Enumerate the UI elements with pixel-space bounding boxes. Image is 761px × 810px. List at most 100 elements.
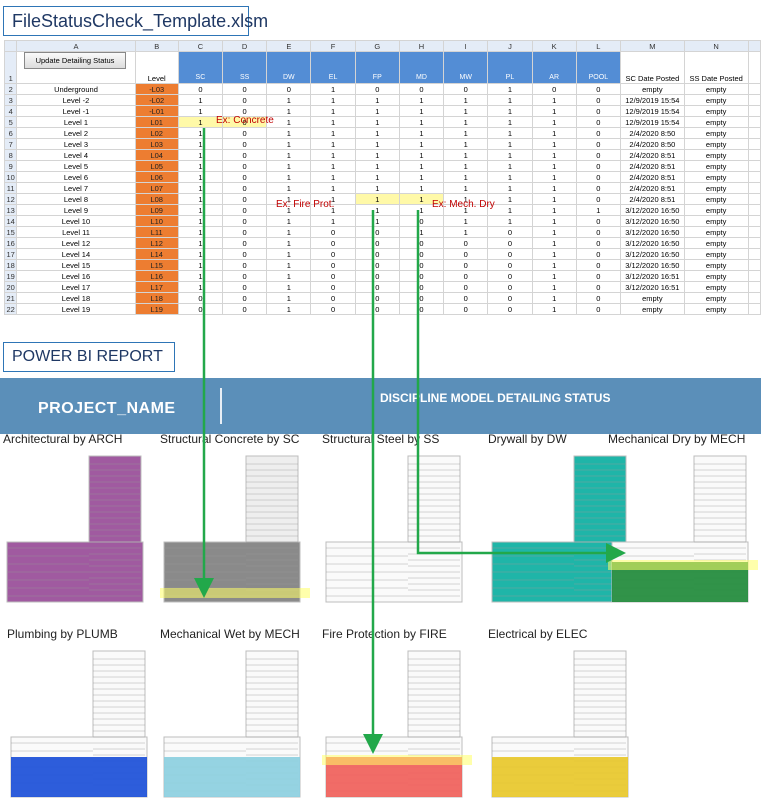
status-cell[interactable]: 0 <box>310 248 356 260</box>
corner-cell[interactable] <box>4 40 18 52</box>
status-cell[interactable]: 1 <box>443 226 489 238</box>
status-cell[interactable]: 1 <box>531 160 577 172</box>
level-name-cell[interactable]: Level 17 <box>16 281 136 293</box>
status-cell[interactable]: 1 <box>310 94 356 106</box>
row-number[interactable]: 10 <box>4 171 18 183</box>
status-cell[interactable]: 1 <box>266 281 312 293</box>
status-cell[interactable]: 1 <box>354 204 400 216</box>
date-cell[interactable]: empty <box>683 127 749 139</box>
status-cell[interactable]: 1 <box>310 215 356 227</box>
status-cell[interactable]: 1 <box>310 116 356 128</box>
status-cell[interactable]: 1 <box>531 94 577 106</box>
status-cell[interactable]: 1 <box>310 182 356 194</box>
cell[interactable] <box>747 237 761 249</box>
discipline-header[interactable]: SC <box>177 51 224 84</box>
level-code-cell[interactable]: L07 <box>134 182 179 194</box>
status-cell[interactable]: 0 <box>310 237 356 249</box>
status-cell[interactable]: 1 <box>487 116 533 128</box>
level-code-cell[interactable]: L15 <box>134 259 179 271</box>
status-cell[interactable]: 1 <box>575 204 621 216</box>
status-cell[interactable]: 1 <box>310 83 356 95</box>
status-cell[interactable]: 1 <box>398 116 445 128</box>
status-cell[interactable]: 0 <box>222 193 268 205</box>
status-cell[interactable]: 0 <box>354 226 400 238</box>
status-cell[interactable]: 1 <box>266 160 312 172</box>
row-number[interactable]: 9 <box>4 160 18 172</box>
date-cell[interactable]: empty <box>683 292 749 304</box>
date-cell[interactable]: 12/9/2019 15:54 <box>619 94 685 106</box>
column-letter[interactable]: M <box>619 40 685 52</box>
status-cell[interactable]: 1 <box>531 292 577 304</box>
cell[interactable] <box>747 127 761 139</box>
status-cell[interactable]: 0 <box>443 292 489 304</box>
date-cell[interactable]: empty <box>683 116 749 128</box>
status-cell[interactable]: 1 <box>487 160 533 172</box>
status-cell[interactable]: 0 <box>222 94 268 106</box>
status-cell[interactable]: 0 <box>222 237 268 249</box>
cell[interactable] <box>747 215 761 227</box>
status-cell[interactable]: 0 <box>222 270 268 282</box>
status-cell[interactable]: 1 <box>354 127 400 139</box>
status-cell[interactable]: 1 <box>531 237 577 249</box>
date-cell[interactable]: empty <box>683 215 749 227</box>
status-cell[interactable]: 1 <box>531 259 577 271</box>
status-cell[interactable]: 0 <box>222 226 268 238</box>
status-cell[interactable]: 0 <box>398 259 445 271</box>
level-code-cell[interactable]: L01 <box>134 116 179 128</box>
level-name-cell[interactable]: Level 1 <box>16 116 136 128</box>
discipline-header[interactable]: EL <box>310 51 356 84</box>
status-cell[interactable]: 1 <box>531 215 577 227</box>
status-cell[interactable]: 0 <box>575 149 621 161</box>
level-name-cell[interactable]: Level 14 <box>16 248 136 260</box>
status-cell[interactable]: 1 <box>354 94 400 106</box>
row-number[interactable]: 13 <box>4 204 18 216</box>
status-cell[interactable]: 1 <box>531 303 577 315</box>
status-cell[interactable]: 1 <box>310 160 356 172</box>
status-cell[interactable]: 1 <box>443 149 489 161</box>
column-letter[interactable]: D <box>222 40 268 52</box>
status-cell[interactable]: 1 <box>266 182 312 194</box>
status-cell[interactable]: 0 <box>222 204 268 216</box>
status-cell[interactable]: 1 <box>487 127 533 139</box>
level-name-cell[interactable]: Level 6 <box>16 171 136 183</box>
date-cell[interactable]: 3/12/2020 16:51 <box>619 281 685 293</box>
date-cell[interactable]: empty <box>683 248 749 260</box>
level-code-cell[interactable]: L05 <box>134 160 179 172</box>
date-cell[interactable]: empty <box>683 138 749 150</box>
status-cell[interactable]: 1 <box>177 281 224 293</box>
status-cell[interactable]: 0 <box>222 138 268 150</box>
column-letter[interactable]: C <box>177 40 224 52</box>
status-cell[interactable]: 1 <box>531 193 577 205</box>
date-cell[interactable]: 12/9/2019 15:54 <box>619 105 685 117</box>
status-cell[interactable]: 1 <box>487 149 533 161</box>
status-cell[interactable]: 0 <box>575 182 621 194</box>
level-code-cell[interactable]: -L03 <box>134 83 179 95</box>
status-cell[interactable]: 1 <box>177 127 224 139</box>
level-name-cell[interactable]: Level 7 <box>16 182 136 194</box>
level-code-cell[interactable]: -L02 <box>134 94 179 106</box>
status-cell[interactable]: 1 <box>487 182 533 194</box>
status-cell[interactable]: 0 <box>575 248 621 260</box>
status-cell[interactable]: 1 <box>354 149 400 161</box>
date-cell[interactable]: empty <box>683 259 749 271</box>
level-header[interactable]: Level <box>134 51 179 84</box>
date-cell[interactable]: 3/12/2020 16:50 <box>619 248 685 260</box>
status-cell[interactable]: 1 <box>443 105 489 117</box>
date-cell[interactable]: 3/12/2020 16:50 <box>619 259 685 271</box>
column-letter[interactable]: E <box>266 40 312 52</box>
row-number[interactable]: 3 <box>4 94 18 106</box>
row-number[interactable]: 11 <box>4 182 18 194</box>
status-cell[interactable]: 1 <box>266 138 312 150</box>
status-cell[interactable]: 1 <box>354 105 400 117</box>
status-cell[interactable]: 1 <box>531 204 577 216</box>
status-cell[interactable]: 0 <box>575 237 621 249</box>
status-cell[interactable]: 1 <box>177 270 224 282</box>
status-cell[interactable]: 1 <box>398 94 445 106</box>
row-number[interactable]: 19 <box>4 270 18 282</box>
date-cell[interactable]: empty <box>619 292 685 304</box>
row-number[interactable]: 17 <box>4 248 18 260</box>
status-cell[interactable]: 0 <box>222 248 268 260</box>
status-cell[interactable]: 0 <box>575 215 621 227</box>
cell[interactable] <box>747 270 761 282</box>
date-cell[interactable]: 2/4/2020 8:50 <box>619 127 685 139</box>
